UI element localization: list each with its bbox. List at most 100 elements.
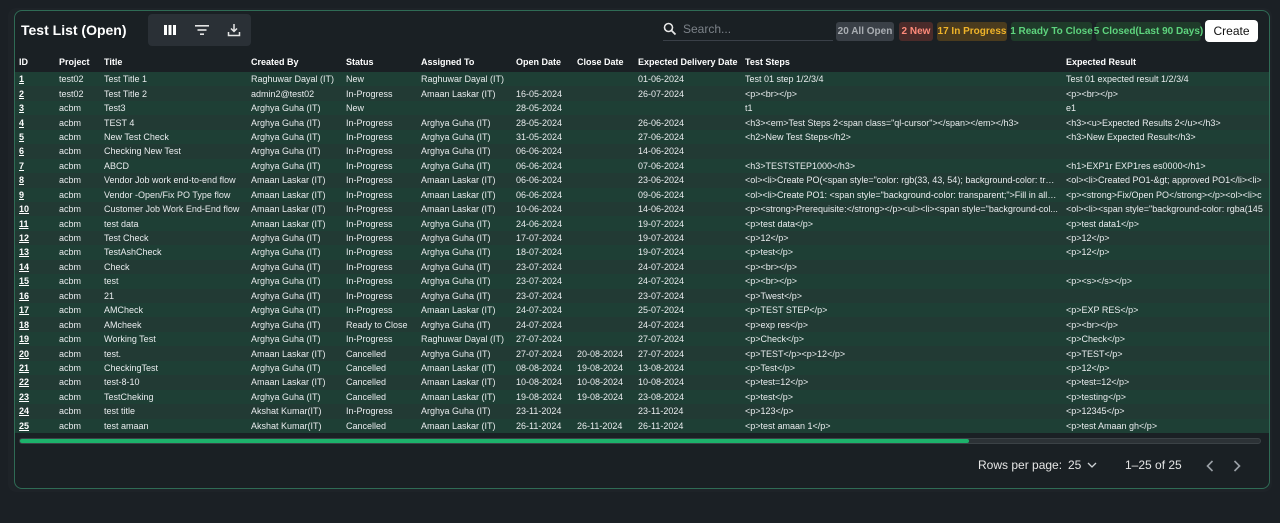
row-id-link[interactable]: 12 bbox=[15, 230, 55, 246]
row-id-link[interactable]: 24 bbox=[15, 404, 55, 419]
row-id-link[interactable]: 16 bbox=[15, 288, 55, 303]
cell-project: acbm bbox=[55, 389, 100, 405]
row-id-link[interactable]: 1 bbox=[15, 72, 55, 87]
table-row[interactable]: 24 acbm test title Akshat Kumar(IT) In-Progr… bbox=[15, 404, 1269, 419]
column-header-expected-result[interactable]: Expected Result bbox=[1062, 52, 1269, 72]
filter-button[interactable] bbox=[191, 20, 213, 40]
badge-in-progress[interactable]: 17 In Progress bbox=[937, 22, 1007, 41]
table-row[interactable]: 21 acbm CheckingTest Arghya Guha (IT) Cancel… bbox=[15, 360, 1269, 376]
row-id-link[interactable]: 14 bbox=[15, 259, 55, 275]
row-id-link[interactable]: 5 bbox=[15, 129, 55, 145]
column-header-project[interactable]: Project bbox=[55, 52, 100, 72]
cell-status: In-Progress bbox=[342, 115, 417, 130]
row-id-link[interactable]: 20 bbox=[15, 346, 55, 361]
cell-expected-result: <p>12</p> bbox=[1062, 245, 1269, 260]
table-row[interactable]: 2 test02 Test Title 2 admin2@test02 In-Progr… bbox=[15, 86, 1269, 101]
row-id-link[interactable]: 15 bbox=[15, 274, 55, 289]
row-id-link[interactable]: 9 bbox=[15, 187, 55, 202]
cell-assigned-to: Amaan Laskar (IT) bbox=[417, 187, 512, 202]
badge-all-open[interactable]: 20 All Open bbox=[836, 22, 894, 41]
badge-ready-to-close[interactable]: 1 Ready To Close bbox=[1010, 22, 1093, 41]
row-id-link[interactable]: 13 bbox=[15, 245, 55, 260]
table-row[interactable]: 19 acbm Working Test Arghya Guha (IT) In-Pro… bbox=[15, 331, 1269, 347]
table-row[interactable]: 22 acbm test-8-10 Amaan Laskar (IT) Cancelle… bbox=[15, 375, 1269, 390]
column-header-title[interactable]: Title bbox=[100, 52, 247, 72]
table-row[interactable]: 23 acbm TestCheking Arghya Guha (IT) Cancell… bbox=[15, 389, 1269, 405]
rows-per-page-select[interactable]: 25 bbox=[1068, 458, 1097, 472]
table-row[interactable]: 6 acbm Checking New Test Arghya Guha (IT) In… bbox=[15, 144, 1269, 159]
row-id-link[interactable]: 25 bbox=[15, 418, 55, 433]
row-id-link[interactable]: 18 bbox=[15, 317, 55, 332]
table-row[interactable]: 10 acbm Customer Job Work End-End flow Amaa… bbox=[15, 201, 1269, 217]
previous-page-button[interactable] bbox=[1201, 457, 1219, 475]
row-id-link[interactable]: 7 bbox=[15, 158, 55, 174]
cell-test-steps: <p><br></p> bbox=[741, 86, 1062, 101]
table-row[interactable]: 5 acbm New Test Check Arghya Guha (IT) In-Pr… bbox=[15, 129, 1269, 145]
cell-expected-delivery-date bbox=[634, 100, 741, 116]
column-header-assigned-to[interactable]: Assigned To bbox=[417, 52, 512, 72]
table-row[interactable]: 11 acbm test data Amaan Laskar (IT) In-Progr… bbox=[15, 216, 1269, 231]
cell-title: CheckingTest bbox=[100, 360, 247, 376]
cell-expected-result: <p>test data1</p> bbox=[1062, 216, 1269, 231]
row-id-link[interactable]: 6 bbox=[15, 144, 55, 159]
row-id-link[interactable]: 11 bbox=[15, 216, 55, 231]
cell-close-date bbox=[573, 303, 634, 318]
table-row[interactable]: 9 acbm Vendor -Open/Fix PO Type flow Amaan … bbox=[15, 187, 1269, 202]
cell-open-date: 24-07-2024 bbox=[512, 317, 573, 332]
page-title: Test List (Open) bbox=[21, 22, 127, 38]
table-row[interactable]: 17 acbm AMCheck Arghya Guha (IT) In-Progress… bbox=[15, 303, 1269, 318]
column-header-created-by[interactable]: Created By bbox=[247, 52, 342, 72]
row-id-link[interactable]: 4 bbox=[15, 115, 55, 130]
row-id-link[interactable]: 3 bbox=[15, 100, 55, 116]
table-row[interactable]: 12 acbm Test Check Arghya Guha (IT) In-Progr… bbox=[15, 230, 1269, 246]
table-row[interactable]: 7 acbm ABCD Arghya Guha (IT) In-Progress Argh… bbox=[15, 158, 1269, 174]
column-header-test-steps[interactable]: Test Steps bbox=[741, 52, 1062, 72]
search-input[interactable] bbox=[683, 21, 823, 36]
cell-status: In-Progress bbox=[342, 404, 417, 419]
cell-title: Test Check bbox=[100, 230, 247, 246]
row-id-link[interactable]: 10 bbox=[15, 201, 55, 217]
table-row[interactable]: 15 acbm test Arghya Guha (IT) In-Progress Arg… bbox=[15, 274, 1269, 289]
table-row[interactable]: 8 acbm Vendor Job work end-to-end flow Amaa… bbox=[15, 173, 1269, 188]
badge-closed[interactable]: 5 Closed(Last 90 Days) bbox=[1094, 22, 1203, 41]
table-row[interactable]: 4 acbm TEST 4 Arghya Guha (IT) In-Progress Ar… bbox=[15, 115, 1269, 130]
chevron-down-icon bbox=[1087, 462, 1097, 468]
cell-expected-delivery-date: 19-07-2024 bbox=[634, 245, 741, 260]
table-row[interactable]: 13 acbm TestAshCheck Arghya Guha (IT) In-Pro… bbox=[15, 245, 1269, 260]
row-id-link[interactable]: 22 bbox=[15, 375, 55, 390]
cell-assigned-to: Raghuwar Dayal (IT) bbox=[417, 72, 512, 87]
download-button[interactable] bbox=[223, 20, 245, 40]
row-id-link[interactable]: 17 bbox=[15, 303, 55, 318]
row-id-link[interactable]: 2 bbox=[15, 86, 55, 101]
column-header-open-date[interactable]: Open Date bbox=[512, 52, 573, 72]
cell-close-date bbox=[573, 72, 634, 87]
column-header-id[interactable]: ID bbox=[15, 52, 55, 72]
next-page-button[interactable] bbox=[1228, 457, 1246, 475]
row-id-link[interactable]: 8 bbox=[15, 173, 55, 188]
cell-project: acbm bbox=[55, 274, 100, 289]
table-row[interactable]: 18 acbm AMcheek Arghya Guha (IT) Ready to Cl… bbox=[15, 317, 1269, 332]
cell-expected-result: <ol><li><span style="background-color: r… bbox=[1062, 201, 1269, 217]
scrollbar-thumb[interactable] bbox=[20, 439, 969, 443]
table-row[interactable]: 3 acbm Test3 Arghya Guha (IT) New 28-05-2024 t… bbox=[15, 100, 1269, 116]
cell-open-date: 31-05-2024 bbox=[512, 129, 573, 145]
columns-button[interactable] bbox=[159, 20, 181, 40]
table-row[interactable]: 16 acbm 21 Arghya Guha (IT) In-Progress Arghy… bbox=[15, 288, 1269, 303]
row-id-link[interactable]: 21 bbox=[15, 360, 55, 376]
table-row[interactable]: 25 acbm test amaan Akshat Kumar(IT) Cancelle… bbox=[15, 418, 1269, 433]
table-row[interactable]: 20 acbm test. Amaan Laskar (IT) Cancelled Arg… bbox=[15, 346, 1269, 361]
table-row[interactable]: 1 test02 Test Title 1 Raghuwar Dayal (IT) Ne… bbox=[15, 72, 1269, 87]
horizontal-scrollbar[interactable] bbox=[19, 438, 1261, 444]
cell-project: acbm bbox=[55, 346, 100, 361]
table-row[interactable]: 14 acbm Check Arghya Guha (IT) In-Progress Ar… bbox=[15, 259, 1269, 275]
cell-close-date bbox=[573, 274, 634, 289]
column-header-status[interactable]: Status bbox=[342, 52, 417, 72]
cell-project: acbm bbox=[55, 144, 100, 159]
row-id-link[interactable]: 19 bbox=[15, 331, 55, 347]
column-header-close-date[interactable]: Close Date bbox=[573, 52, 634, 72]
column-header-expected-delivery-date[interactable]: Expected Delivery Date bbox=[634, 52, 741, 72]
badge-new[interactable]: 2 New bbox=[899, 22, 933, 41]
cell-status: In-Progress bbox=[342, 230, 417, 246]
create-button[interactable]: Create bbox=[1205, 20, 1258, 42]
row-id-link[interactable]: 23 bbox=[15, 389, 55, 405]
